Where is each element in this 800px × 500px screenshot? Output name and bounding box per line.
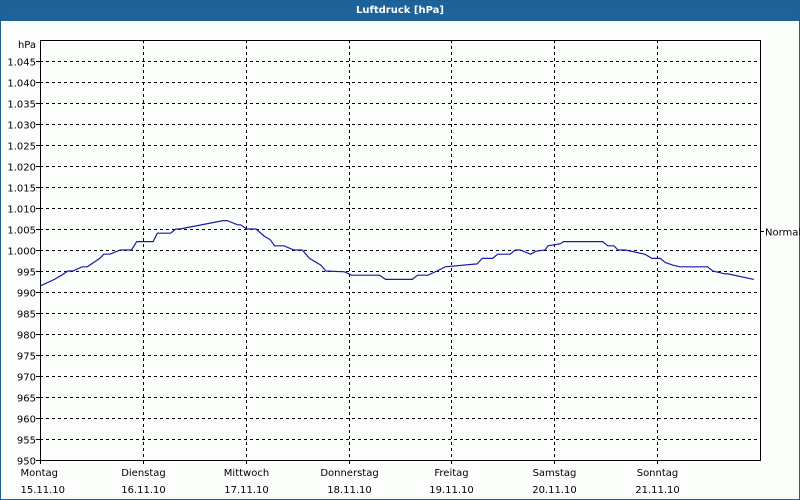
x-tick-day-label: Freitag [434, 468, 468, 479]
chart-title: Luftdruck [hPa] [1, 1, 799, 21]
y-tick-label: 1.025 [7, 142, 36, 153]
y-tick-label: 955 [17, 436, 36, 447]
y-tick-label: 1.030 [7, 121, 36, 132]
x-tick-date-label: 19.11.10 [429, 485, 474, 496]
x-tick-day-label: Dienstag [121, 468, 166, 479]
y-axis-unit-label: hPa [18, 40, 36, 51]
x-tick-day-label: Sonntag [637, 468, 679, 479]
normal-reference-label: Normal [765, 228, 800, 239]
x-tick-date-label: 15.11.10 [21, 485, 66, 496]
x-tick-date-label: 16.11.10 [121, 485, 166, 496]
y-tick-label: 1.035 [7, 100, 36, 111]
y-tick-label: 1.020 [7, 163, 36, 174]
y-tick-label: 950 [17, 457, 36, 468]
y-tick-label: 975 [17, 352, 36, 363]
y-tick-label: 965 [17, 394, 36, 405]
plot-frame [40, 40, 761, 461]
x-tick-day-label: Donnerstag [320, 468, 378, 479]
y-tick-label: 1.000 [7, 247, 36, 258]
y-tick-label: 980 [17, 331, 36, 342]
y-tick-label: 960 [17, 415, 36, 426]
y-tick-label: 990 [17, 289, 36, 300]
x-tick-day-label: Samstag [533, 468, 577, 479]
x-tick-day-label: Montag [21, 468, 58, 479]
y-tick-label: 995 [17, 268, 36, 279]
x-tick-day-label: Mittwoch [224, 468, 269, 479]
x-tick-date-label: 21.11.10 [635, 485, 680, 496]
y-tick-label: 1.040 [7, 79, 36, 90]
y-tick-label: 1.010 [7, 205, 36, 216]
pressure-line [39, 220, 754, 287]
y-tick-label: 970 [17, 373, 36, 384]
x-tick-date-label: 18.11.10 [327, 485, 372, 496]
y-tick-label: 1.015 [7, 184, 36, 195]
x-tick-date-label: 20.11.10 [532, 485, 577, 496]
x-tick-date-label: 17.11.10 [224, 485, 269, 496]
y-tick-label: 1.045 [7, 58, 36, 69]
y-tick-label: 985 [17, 310, 36, 321]
y-tick-label: 1.005 [7, 226, 36, 237]
